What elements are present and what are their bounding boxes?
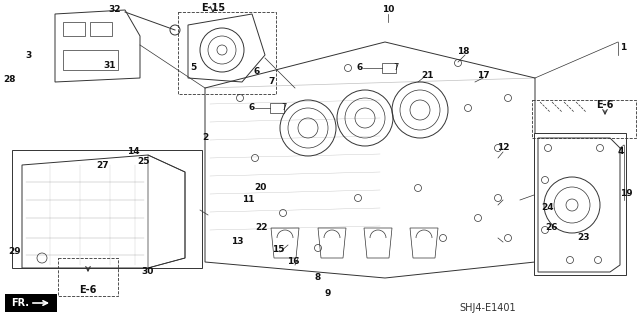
Bar	[12, 150, 202, 268]
Text: 24: 24	[541, 204, 554, 212]
Text: 5: 5	[190, 63, 196, 72]
Bar	[90, 22, 112, 36]
Text: 7: 7	[282, 103, 287, 113]
Text: 17: 17	[477, 70, 490, 79]
Text: 20: 20	[254, 183, 266, 192]
Text: 4: 4	[618, 147, 624, 157]
Text: 10: 10	[382, 5, 394, 14]
Text: 6: 6	[254, 68, 260, 77]
Text: E-6: E-6	[596, 100, 614, 110]
Bar	[63, 50, 118, 70]
Text: 9: 9	[325, 290, 331, 299]
Text: 7: 7	[394, 63, 399, 72]
Bar	[58, 258, 118, 296]
Text: 6: 6	[357, 63, 363, 72]
Bar	[382, 63, 396, 73]
Text: 11: 11	[242, 196, 254, 204]
Text: 16: 16	[287, 257, 300, 266]
Text: 7: 7	[269, 78, 275, 86]
Bar	[532, 100, 636, 138]
Text: 21: 21	[422, 70, 435, 79]
Text: 27: 27	[97, 160, 109, 169]
Bar	[178, 12, 276, 94]
Text: FR.: FR.	[11, 298, 29, 308]
Text: 31: 31	[104, 61, 116, 70]
Text: 26: 26	[546, 224, 558, 233]
Text: 30: 30	[142, 268, 154, 277]
Text: 8: 8	[315, 273, 321, 283]
Bar	[270, 103, 284, 113]
Text: 29: 29	[9, 248, 21, 256]
Text: 13: 13	[231, 238, 243, 247]
Text: 1: 1	[620, 43, 626, 53]
Text: 23: 23	[577, 234, 589, 242]
Bar	[63, 22, 85, 36]
Text: 18: 18	[457, 48, 469, 56]
Text: 14: 14	[127, 147, 140, 157]
Text: 32: 32	[109, 5, 121, 14]
Text: SHJ4-E1401: SHJ4-E1401	[460, 303, 516, 313]
Text: 6: 6	[249, 103, 255, 113]
Text: 15: 15	[272, 246, 284, 255]
Text: 3: 3	[25, 50, 31, 60]
Text: 28: 28	[4, 76, 16, 85]
Text: 22: 22	[256, 224, 268, 233]
Bar	[5, 294, 57, 312]
Text: 19: 19	[620, 189, 632, 197]
Text: 25: 25	[137, 158, 149, 167]
Text: 12: 12	[497, 144, 509, 152]
Text: E-15: E-15	[201, 3, 225, 13]
Text: 2: 2	[202, 133, 208, 143]
Bar	[534, 133, 626, 275]
Text: E-6: E-6	[79, 285, 97, 295]
